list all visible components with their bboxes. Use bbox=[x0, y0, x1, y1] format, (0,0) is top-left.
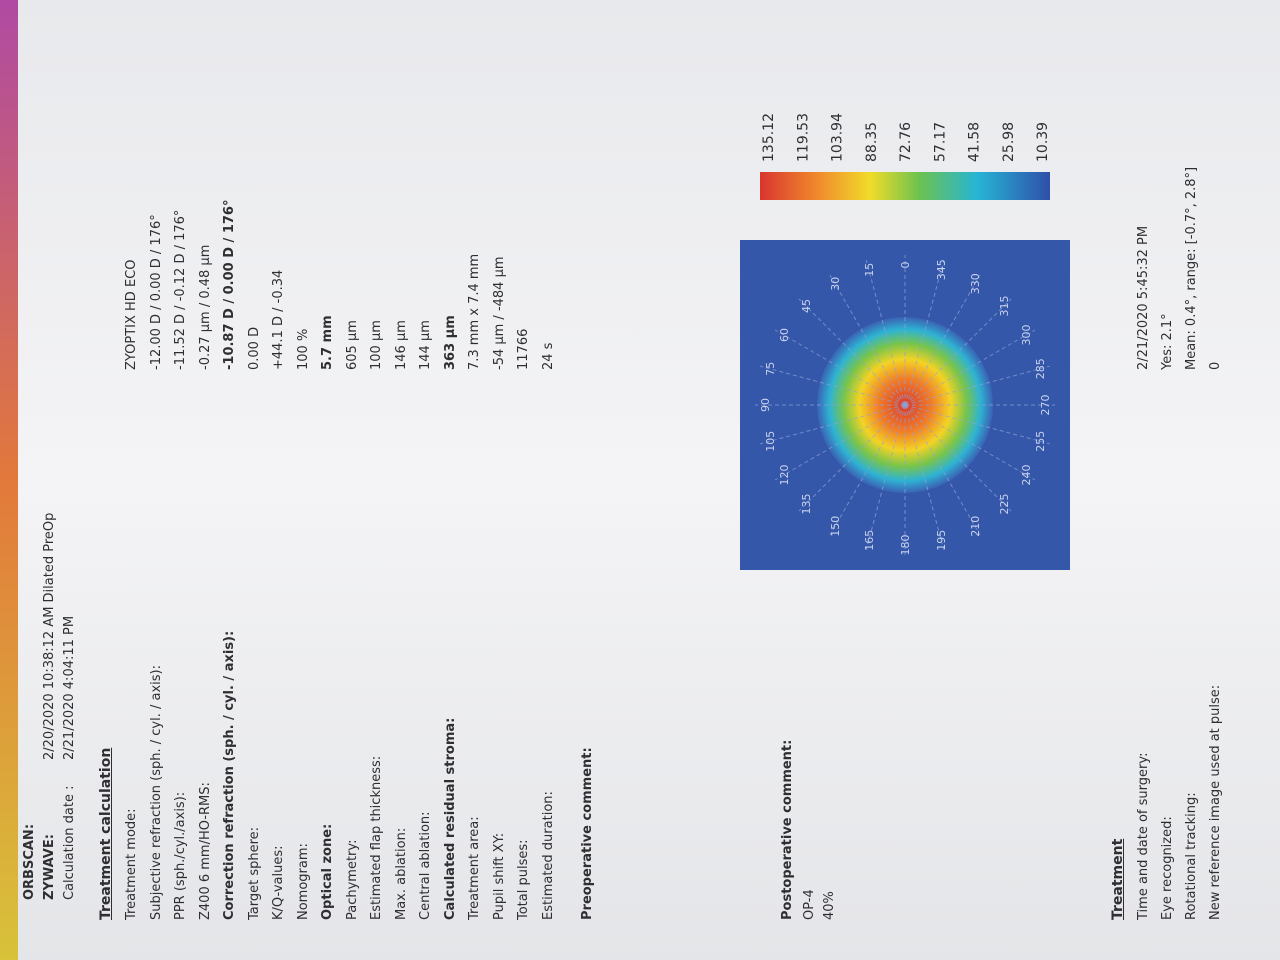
row-value: Yes: 2.1° bbox=[1160, 313, 1175, 370]
axis-line bbox=[865, 404, 906, 551]
angle-label: 165 bbox=[863, 530, 876, 551]
scale-label: 72.76 bbox=[898, 122, 914, 162]
scale-label: 103.94 bbox=[830, 113, 846, 162]
row-label: New reference image used at pulse: bbox=[1208, 684, 1223, 920]
scale-label: 57.17 bbox=[932, 122, 948, 162]
axis-line bbox=[759, 365, 906, 406]
axis-line bbox=[904, 404, 1051, 445]
axis-line bbox=[829, 404, 906, 536]
angle-label: 0 bbox=[899, 262, 912, 269]
axis-line bbox=[904, 259, 945, 406]
scale-label: 41.58 bbox=[967, 122, 983, 162]
axis-line bbox=[904, 274, 981, 406]
angle-label: 210 bbox=[969, 516, 982, 537]
row-label: Eye recognized: bbox=[1160, 816, 1175, 920]
angle-label: 120 bbox=[778, 465, 791, 486]
row-value: Mean: 0.4°, range: [-0.7°, 2.8°] bbox=[1184, 166, 1199, 370]
axis-line bbox=[865, 259, 906, 406]
axis-line bbox=[774, 404, 906, 481]
scale-label: 135.12 bbox=[761, 113, 777, 162]
angle-label: 105 bbox=[764, 431, 777, 452]
angle-label: 30 bbox=[829, 277, 842, 291]
angle-label: 255 bbox=[1034, 431, 1047, 452]
axis-line bbox=[829, 274, 906, 406]
section-title: Treatment bbox=[1110, 838, 1126, 920]
angle-label: 180 bbox=[899, 535, 912, 556]
scale-label: 88.35 bbox=[864, 122, 880, 162]
angle-label: 15 bbox=[863, 263, 876, 277]
angle-label: 90 bbox=[759, 398, 772, 412]
angle-label: 45 bbox=[800, 299, 813, 313]
angle-label: 315 bbox=[998, 296, 1011, 317]
angle-label: 135 bbox=[800, 493, 813, 514]
angle-label: 270 bbox=[1039, 395, 1052, 416]
row-label: Rotational tracking: bbox=[1184, 792, 1199, 920]
scale-label: 119.53 bbox=[795, 113, 811, 162]
axis-line bbox=[759, 404, 906, 445]
axis-line bbox=[798, 404, 906, 512]
angle-label: 285 bbox=[1034, 358, 1047, 379]
axis-line bbox=[904, 298, 1012, 406]
angle-label: 195 bbox=[935, 530, 948, 551]
angle-label: 150 bbox=[829, 516, 842, 537]
angle-label: 300 bbox=[1020, 325, 1033, 346]
axis-line bbox=[904, 404, 1012, 512]
row-label: Time and date of surgery: bbox=[1136, 752, 1151, 921]
scale-label: 10.39 bbox=[1035, 122, 1051, 162]
angle-label: 240 bbox=[1020, 465, 1033, 486]
axis-line bbox=[904, 404, 945, 551]
angle-label: 345 bbox=[935, 259, 948, 280]
row-value: 2/21/2020 5:45:32 PM bbox=[1136, 225, 1151, 370]
axis-line bbox=[904, 404, 1036, 481]
axis-line bbox=[904, 329, 1036, 406]
angle-label: 225 bbox=[998, 493, 1011, 514]
axis-line bbox=[798, 298, 906, 406]
scale-label: 25.98 bbox=[1001, 122, 1017, 162]
angle-label: 75 bbox=[764, 362, 777, 376]
color-scale bbox=[760, 172, 1050, 200]
axis-line bbox=[904, 404, 981, 536]
angle-label: 330 bbox=[969, 273, 982, 294]
axis-line bbox=[774, 329, 906, 406]
axis-line bbox=[904, 365, 1051, 406]
angle-label: 60 bbox=[778, 328, 791, 342]
row-value: 0 bbox=[1208, 361, 1223, 370]
